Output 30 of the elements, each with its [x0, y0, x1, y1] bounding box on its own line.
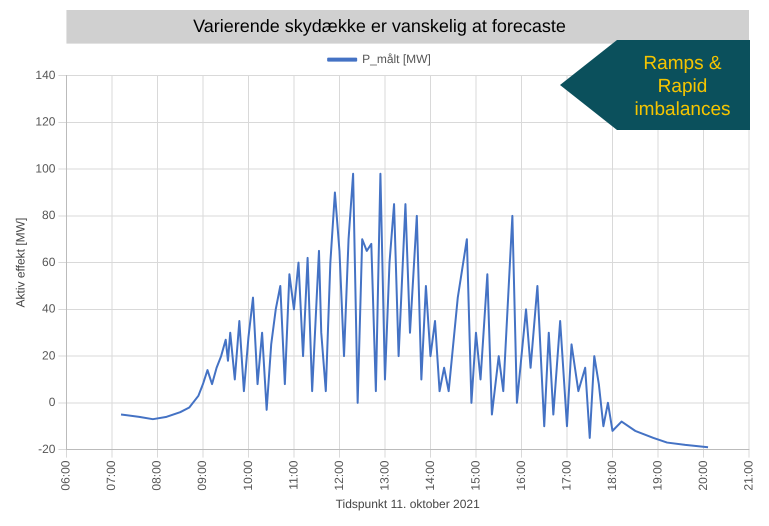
x-tick-label: 17:00 [559, 460, 574, 491]
y-tick-label: 100 [35, 161, 56, 176]
y-tick-label: 120 [35, 114, 56, 129]
x-tick-label: 09:00 [195, 460, 210, 491]
legend-label: P_målt [MW] [362, 52, 431, 66]
y-axis-title: Aktiv effekt [MW] [14, 218, 28, 308]
chart-title: Varierende skydække er vanskelig at forecaste [193, 16, 566, 36]
annotation: Ramps & Rapid imbalances [633, 52, 732, 121]
x-tick-label: 15:00 [468, 460, 482, 491]
y-tick-label: 80 [42, 208, 56, 222]
x-tick-label: 19:00 [650, 460, 664, 491]
y-tick-label: 20 [42, 348, 56, 362]
x-tick-label: 14:00 [422, 460, 437, 491]
x-tick-label: 06:00 [58, 460, 73, 491]
x-tick-label: 18:00 [604, 460, 619, 491]
x-tick-label: 20:00 [696, 460, 710, 491]
x-tick-label: 07:00 [104, 460, 118, 491]
y-tick-label: 40 [42, 302, 56, 316]
x-tick-label: 11:00 [286, 460, 300, 490]
y-tick-label: 60 [42, 254, 56, 269]
y-tick-label: -20 [38, 442, 56, 456]
y-tick-label: 140 [35, 68, 56, 82]
x-tick-label: 12:00 [332, 460, 346, 491]
y-tick-label: 0 [48, 395, 56, 410]
x-tick-label: 16:00 [514, 460, 528, 491]
x-tick-label: 08:00 [150, 460, 164, 491]
x-axis-title: Tidspunkt 11. oktober 2021 [336, 497, 480, 512]
x-tick-label: 10:00 [240, 460, 255, 491]
x-tick-label: 21:00 [741, 460, 756, 491]
x-tick-label: 13:00 [377, 460, 392, 491]
